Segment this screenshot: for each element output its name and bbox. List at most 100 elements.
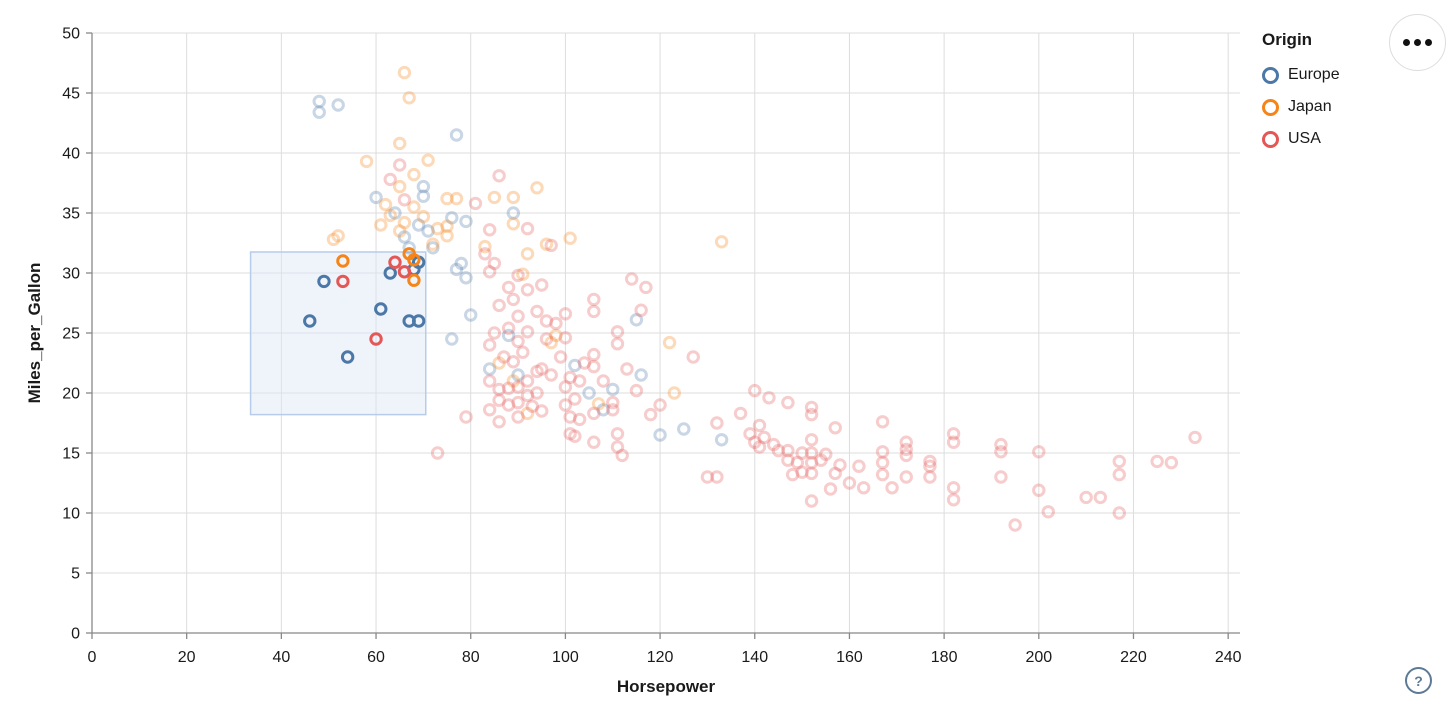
data-point[interactable]: [610, 440, 625, 454]
data-point[interactable]: [539, 314, 554, 328]
data-point[interactable]: [397, 65, 412, 80]
data-point[interactable]: [388, 206, 402, 220]
help-button[interactable]: ?: [1405, 667, 1432, 694]
data-point[interactable]: [421, 153, 435, 167]
data-point[interactable]: [449, 262, 464, 277]
data-point[interactable]: [804, 407, 819, 422]
data-point[interactable]: [875, 467, 890, 482]
data-point[interactable]: [549, 316, 563, 331]
data-point[interactable]: [511, 368, 525, 382]
data-point[interactable]: [748, 435, 762, 449]
data-point-selected[interactable]: [407, 253, 421, 267]
data-point[interactable]: [1164, 455, 1179, 470]
data-point[interactable]: [397, 230, 412, 244]
data-point[interactable]: [539, 332, 554, 346]
data-point[interactable]: [530, 181, 544, 195]
data-point[interactable]: [520, 221, 535, 236]
data-point[interactable]: [516, 345, 530, 359]
data-point[interactable]: [492, 415, 506, 429]
data-point[interactable]: [359, 154, 374, 169]
data-point[interactable]: [487, 256, 502, 271]
data-point[interactable]: [511, 334, 525, 349]
data-point[interactable]: [563, 370, 577, 385]
data-point[interactable]: [804, 400, 819, 415]
data-point[interactable]: [700, 470, 715, 484]
data-point[interactable]: [520, 406, 535, 421]
data-point[interactable]: [393, 179, 407, 194]
data-point[interactable]: [440, 229, 454, 243]
data-point[interactable]: [416, 189, 431, 203]
data-point[interactable]: [383, 208, 397, 223]
data-point[interactable]: [482, 403, 497, 417]
data-point[interactable]: [544, 238, 558, 253]
data-point[interactable]: [440, 219, 454, 233]
data-point[interactable]: [587, 435, 601, 449]
data-point[interactable]: [511, 309, 525, 323]
data-point[interactable]: [923, 470, 937, 484]
data-point[interactable]: [326, 232, 341, 247]
data-point[interactable]: [643, 407, 658, 422]
data-point[interactable]: [1032, 483, 1046, 497]
data-point[interactable]: [407, 200, 421, 214]
data-point[interactable]: [714, 433, 729, 447]
data-point[interactable]: [653, 398, 667, 412]
data-point[interactable]: [771, 443, 786, 458]
data-point[interactable]: [563, 427, 577, 441]
data-point[interactable]: [506, 190, 521, 205]
data-point[interactable]: [587, 347, 601, 362]
data-point[interactable]: [923, 454, 937, 469]
data-point[interactable]: [492, 298, 506, 313]
data-point[interactable]: [899, 470, 913, 484]
data-point[interactable]: [653, 428, 667, 442]
data-point[interactable]: [587, 359, 601, 374]
data-point[interactable]: [899, 442, 913, 457]
data-point[interactable]: [790, 455, 805, 470]
data-point-selected[interactable]: [369, 332, 383, 346]
data-point[interactable]: [445, 211, 459, 225]
data-point[interactable]: [752, 440, 767, 454]
data-point[interactable]: [383, 172, 397, 187]
data-point[interactable]: [591, 397, 606, 411]
data-point[interactable]: [1041, 505, 1055, 519]
data-point[interactable]: [478, 239, 492, 254]
data-point[interactable]: [596, 403, 610, 417]
data-point[interactable]: [946, 493, 961, 507]
data-point[interactable]: [511, 410, 525, 424]
data-point[interactable]: [781, 395, 795, 410]
data-point[interactable]: [785, 467, 800, 482]
data-point[interactable]: [710, 416, 724, 430]
data-point-selected[interactable]: [407, 273, 421, 287]
data-point[interactable]: [520, 374, 535, 388]
data-point-selected[interactable]: [374, 302, 388, 316]
data-point[interactable]: [421, 224, 435, 238]
data-point[interactable]: [606, 395, 620, 410]
data-point[interactable]: [369, 190, 383, 205]
data-point[interactable]: [946, 481, 961, 495]
data-point[interactable]: [804, 433, 819, 447]
data-point[interactable]: [994, 437, 1008, 452]
data-point[interactable]: [629, 313, 644, 327]
data-point[interactable]: [781, 453, 795, 467]
data-point[interactable]: [662, 335, 677, 350]
data-point[interactable]: [530, 304, 544, 319]
data-point-selected[interactable]: [340, 350, 355, 364]
data-point[interactable]: [558, 380, 573, 394]
data-point[interactable]: [568, 358, 582, 373]
data-point[interactable]: [819, 447, 833, 461]
data-point[interactable]: [875, 415, 890, 429]
data-point[interactable]: [875, 445, 890, 459]
data-point[interactable]: [378, 197, 393, 212]
data-point[interactable]: [506, 374, 521, 388]
data-point[interactable]: [596, 374, 610, 388]
data-point[interactable]: [587, 406, 601, 421]
data-point[interactable]: [449, 128, 464, 142]
data-point[interactable]: [397, 215, 412, 230]
data-point[interactable]: [804, 494, 819, 508]
data-point[interactable]: [482, 223, 497, 237]
data-point[interactable]: [710, 470, 724, 484]
data-point[interactable]: [667, 386, 681, 400]
data-point[interactable]: [743, 427, 757, 441]
data-point[interactable]: [1112, 506, 1126, 520]
data-point[interactable]: [506, 217, 521, 231]
data-point[interactable]: [795, 465, 809, 479]
